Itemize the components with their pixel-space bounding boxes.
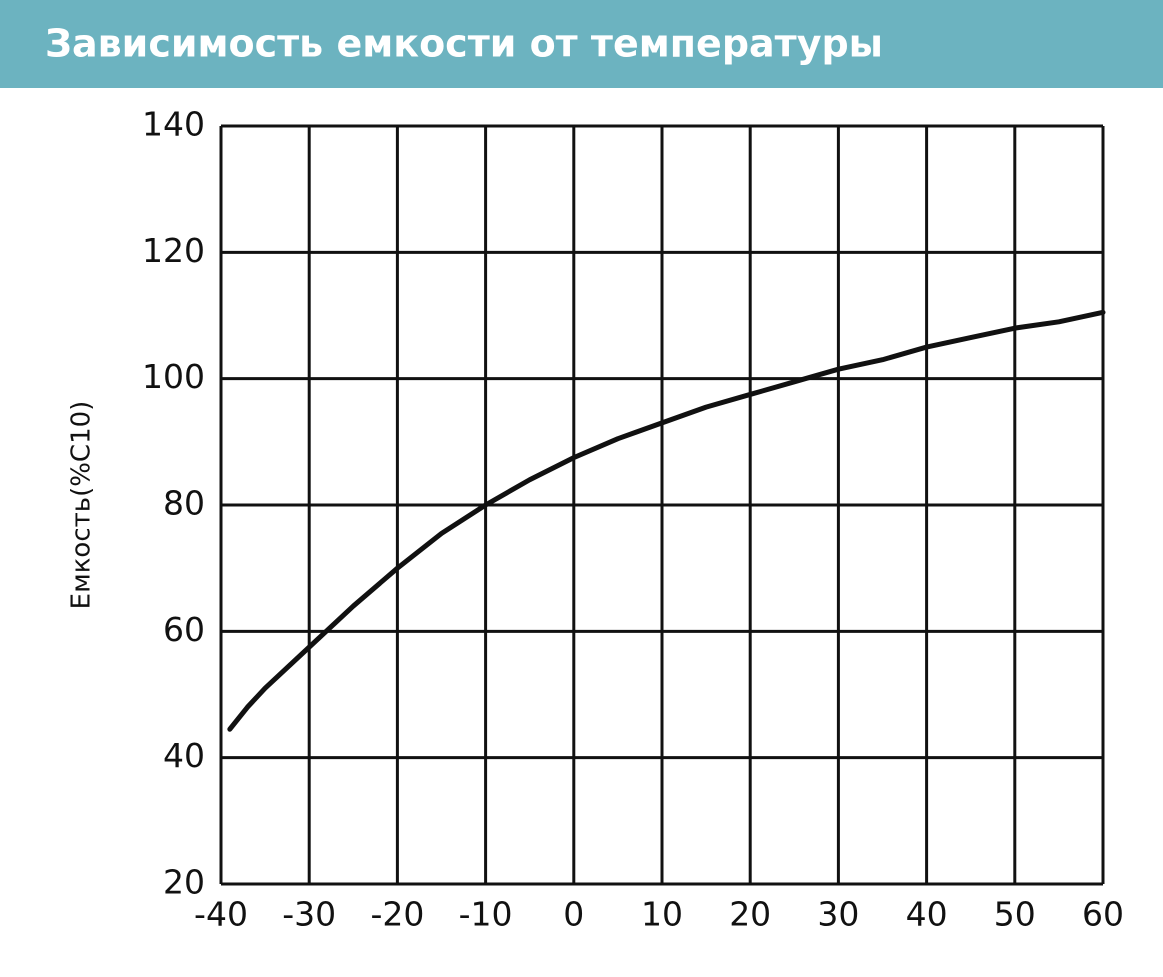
chart-title: Зависимость емкости от температуры xyxy=(45,22,883,66)
y-tick-label: 120 xyxy=(142,231,205,270)
y-tick-label: 60 xyxy=(163,610,205,649)
x-tick-label: -30 xyxy=(282,895,336,934)
x-tick-label: 40 xyxy=(906,895,948,934)
y-tick-label: 20 xyxy=(163,863,205,902)
x-tick-label: 10 xyxy=(641,895,683,934)
x-tick-label: 60 xyxy=(1082,895,1124,934)
data-line xyxy=(227,309,1106,732)
y-tick-label: 140 xyxy=(142,105,205,144)
x-tick-label: -20 xyxy=(370,895,424,934)
y-tick-label: 40 xyxy=(163,736,205,775)
x-tick-label: 0 xyxy=(563,895,584,934)
x-tick-label: 50 xyxy=(994,895,1036,934)
y-axis-label: Емкость(%C10) xyxy=(67,401,97,610)
x-tick-label: 30 xyxy=(817,895,859,934)
title-banner xyxy=(0,0,1163,88)
x-tick-label: -10 xyxy=(459,895,513,934)
x-tick-label: -40 xyxy=(194,895,248,934)
y-tick-label: 100 xyxy=(142,357,205,396)
x-tick-label: 20 xyxy=(729,895,771,934)
y-tick-label: 80 xyxy=(163,484,205,523)
